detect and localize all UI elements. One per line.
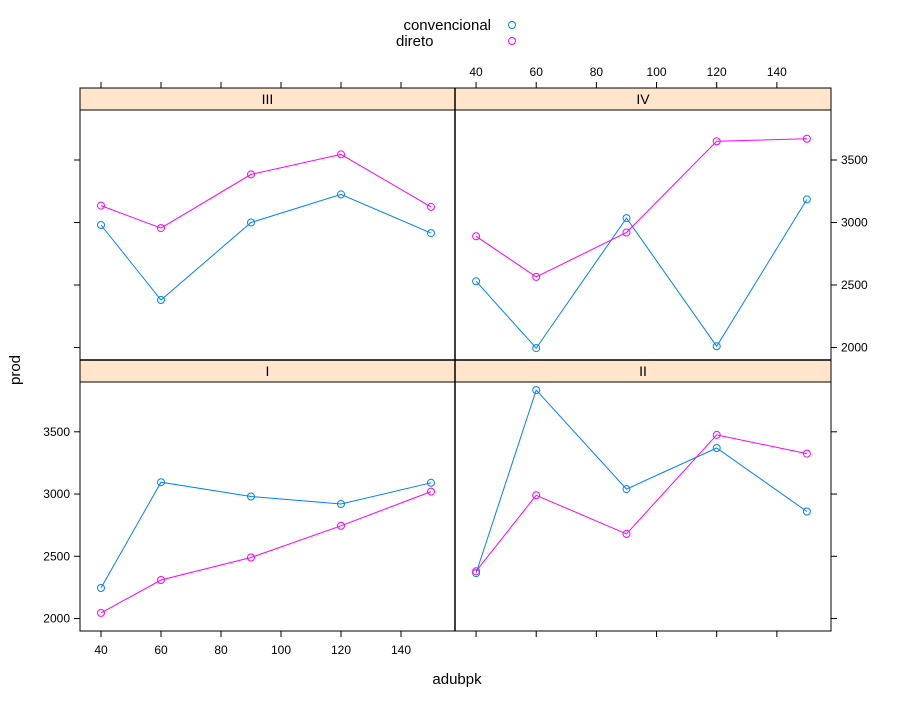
y-axis-title: prod: [7, 355, 24, 385]
panel-frame-1: [454, 109, 832, 361]
data-point-convencional-2-1: [157, 478, 165, 487]
data-point-convencional-0-2: [247, 218, 255, 227]
data-point-convencional-1-2: [622, 214, 631, 223]
legend-marker-convencional: [508, 21, 516, 29]
x-tick-label-top-3: 100: [647, 65, 667, 79]
series-line-convencional-1: [475, 199, 808, 349]
data-point-direto-1-1: [532, 272, 541, 281]
data-point-direto-1-4: [802, 134, 811, 143]
x-tick-label-top-4: 120: [707, 65, 727, 79]
panel-frame-3: [454, 381, 832, 632]
series-line-convencional-0: [100, 193, 432, 301]
legend-marker-direto: [508, 37, 516, 45]
data-point-direto-3-0: [472, 567, 481, 576]
y-tick-label-bottom-2: 3000: [43, 487, 70, 501]
data-point-direto-3-4: [802, 449, 811, 458]
x-tick-label-top-2: 80: [590, 65, 604, 79]
data-point-direto-0-1: [157, 224, 165, 233]
panel-strip-label-2: I: [266, 363, 270, 379]
data-point-direto-1-3: [712, 137, 721, 146]
data-point-convencional-0-0: [97, 221, 105, 229]
y-tick-label-top-2: 3000: [841, 216, 868, 230]
x-tick-label-bottom-1: 60: [154, 643, 168, 657]
x-tick-label-top-5: 140: [767, 65, 787, 79]
data-point-direto-2-1: [157, 576, 165, 584]
data-point-direto-2-0: [97, 608, 105, 617]
data-point-convencional-3-2: [622, 485, 631, 494]
series-line-direto-3: [475, 434, 808, 572]
y-tick-label-bottom-1: 2500: [43, 549, 70, 563]
x-tick-label-bottom-4: 120: [331, 643, 351, 657]
y-tick-label-top-1: 2500: [841, 278, 868, 292]
x-tick-label-bottom-3: 100: [271, 643, 291, 657]
data-point-convencional-0-3: [337, 190, 345, 199]
data-point-direto-2-3: [337, 521, 345, 530]
x-tick-label-top-1: 60: [530, 65, 544, 79]
data-point-convencional-0-1: [157, 296, 165, 304]
data-point-convencional-1-3: [712, 342, 721, 351]
data-point-direto-1-2: [622, 228, 631, 237]
data-point-convencional-3-1: [532, 386, 541, 395]
data-point-convencional-0-4: [427, 229, 435, 238]
data-point-convencional-2-4: [427, 478, 435, 487]
data-point-convencional-2-3: [337, 500, 345, 508]
series-line-convencional-2: [100, 481, 432, 589]
data-point-convencional-1-4: [802, 195, 811, 204]
panel-strip-label-1: IV: [636, 91, 650, 107]
y-tick-label-top-3: 3500: [841, 153, 868, 167]
legend-label-direto: direto: [396, 33, 434, 50]
legend: convencional direto: [396, 17, 516, 50]
data-point-direto-0-4: [427, 202, 435, 211]
data-point-direto-3-1: [532, 491, 541, 500]
series-line-direto-2: [100, 491, 432, 614]
data-point-convencional-3-3: [712, 444, 721, 452]
y-tick-label-bottom-3: 3500: [43, 425, 70, 439]
y-tick-label-top-0: 2000: [841, 341, 868, 355]
data-point-direto-2-4: [427, 487, 435, 496]
data-point-direto-3-3: [712, 430, 721, 439]
data-point-convencional-3-4: [802, 507, 811, 516]
panel-strip-label-0: III: [262, 91, 274, 107]
panel-frame-0: [79, 109, 456, 361]
data-point-direto-0-0: [97, 201, 105, 210]
data-point-convencional-1-1: [532, 344, 541, 353]
y-tick-label-bottom-0: 2000: [43, 612, 70, 626]
data-point-direto-1-0: [472, 232, 481, 241]
panel-strip-label-3: II: [639, 363, 647, 379]
x-tick-label-bottom-2: 80: [214, 643, 228, 657]
series-line-direto-0: [100, 153, 432, 229]
series-line-convencional-3: [475, 389, 808, 574]
data-point-direto-0-3: [337, 150, 345, 159]
data-point-convencional-2-0: [97, 584, 105, 592]
x-tick-label-top-0: 40: [469, 65, 483, 79]
data-point-direto-0-2: [247, 170, 255, 179]
panels-layer: III IVI II40406060808010010012012014014020…: [43, 65, 868, 657]
x-tick-label-bottom-5: 140: [391, 643, 411, 657]
legend-label-convencional: convencional: [403, 17, 491, 34]
data-point-direto-3-2: [622, 529, 631, 538]
data-point-direto-2-2: [247, 553, 255, 562]
x-tick-label-bottom-0: 40: [94, 643, 108, 657]
data-point-convencional-2-2: [247, 492, 255, 501]
x-axis-title: adubpk: [432, 671, 482, 688]
series-line-direto-1: [475, 138, 807, 278]
data-point-convencional-1-0: [472, 277, 481, 286]
